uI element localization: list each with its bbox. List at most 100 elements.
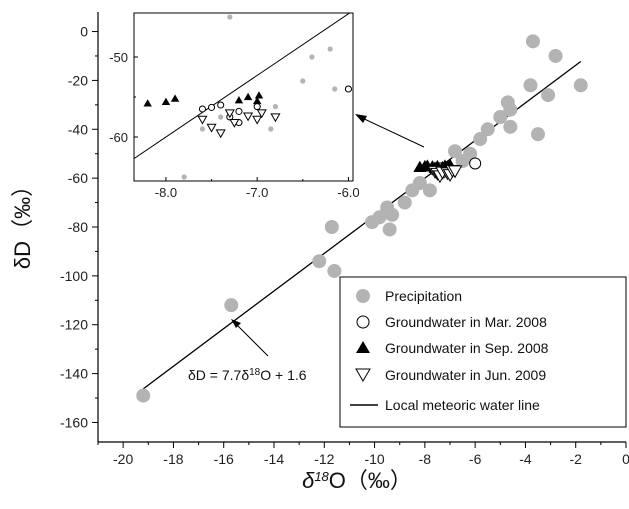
inset-data-point	[198, 105, 206, 113]
inset-data-point	[208, 103, 216, 111]
x-axis-label-delta: δ	[302, 468, 315, 493]
x-tick-label: -2	[569, 451, 582, 467]
inset-series-0	[181, 14, 338, 180]
x-tick-label: -16	[214, 451, 234, 467]
inset-data-point	[199, 126, 206, 132]
data-point	[324, 220, 339, 234]
x-tick-label: 0	[622, 451, 629, 467]
data-point	[448, 144, 463, 159]
data-point	[224, 298, 239, 313]
y-tick-label: -160	[60, 414, 88, 430]
x-tick-label: -18	[163, 451, 183, 467]
x-tick-label: -6	[469, 451, 482, 467]
inset-data-point	[327, 46, 333, 52]
y-tick-label: -120	[60, 317, 88, 333]
x-tick-label: -14	[264, 451, 284, 467]
y-tick-label: -40	[68, 121, 88, 137]
legend-label-precipitation: Precipitation	[385, 288, 462, 304]
data-point	[503, 119, 518, 134]
legend-marker-precipitation	[356, 289, 370, 303]
x-tick-label: -8	[419, 451, 432, 467]
legend-marker-mar2008	[356, 315, 370, 329]
inset-data-point	[215, 129, 226, 139]
data-point	[473, 132, 488, 147]
lmwl-equation-prefix: δD = 7.7δ	[188, 367, 249, 383]
legend-marker-sep2008	[356, 341, 370, 353]
data-point	[480, 122, 495, 137]
inset-series-2	[143, 91, 264, 107]
inset-data-point	[161, 97, 171, 105]
inset-data-point	[224, 109, 235, 119]
lmwl-equation: δD = 7.7δ18O + 1.6	[188, 367, 307, 384]
inset-data-point	[170, 94, 180, 102]
inset-data-point	[234, 96, 244, 104]
legend-label-lmwl: Local meteoric water line	[385, 397, 540, 413]
legend-marker-jun2009	[355, 368, 371, 382]
series-0	[136, 34, 588, 403]
data-point	[463, 146, 478, 161]
data-point	[523, 78, 538, 93]
inset-data-point	[252, 96, 262, 105]
data-point	[469, 157, 482, 170]
data-point	[397, 195, 412, 210]
inset-lmwl-line	[134, 13, 351, 159]
inset-data-point	[197, 115, 208, 125]
inset-y-tick-label: -50	[109, 50, 128, 65]
inset-contents	[134, 13, 352, 180]
x-tick-label: -12	[314, 451, 334, 467]
inset-data-point	[206, 123, 217, 133]
inset-data-point	[235, 107, 243, 115]
data-point	[525, 34, 540, 49]
legend-label-mar2008: Groundwater in Mar. 2008	[385, 314, 547, 330]
y-tick-label: -100	[60, 268, 88, 284]
legend: Precipitation Groundwater in Mar. 2008 G…	[339, 276, 627, 428]
inset-data-point	[268, 126, 274, 132]
data-point	[372, 210, 387, 225]
inset-data-point	[227, 14, 233, 20]
x-tick-label: -10	[364, 451, 384, 467]
y-tick-label: -60	[68, 170, 88, 186]
inset-data-point	[252, 115, 263, 125]
data-point	[493, 110, 508, 125]
inset-data-point	[254, 91, 264, 99]
data-point	[548, 48, 563, 63]
inset-data-point	[270, 113, 281, 123]
data-point	[531, 127, 545, 142]
y-tick-label: 0	[80, 24, 88, 40]
data-point	[503, 102, 518, 117]
x-tick-label: -20	[113, 451, 133, 467]
inset-data-point	[272, 104, 279, 110]
y-tick-label: -80	[68, 219, 88, 235]
inset-data-point	[253, 103, 261, 111]
data-point	[136, 388, 151, 403]
inset-data-point	[229, 118, 240, 128]
data-point	[312, 254, 327, 269]
y-axis-label: δD（‰）	[10, 175, 35, 269]
inset-plot-area: -8.0 -7.0 -6.0 -50 -60	[109, 12, 360, 200]
inset-data-point	[243, 112, 254, 122]
inset-data-point	[218, 114, 224, 120]
annotation-arrowhead	[231, 319, 241, 328]
inset-x-tick-label: -6.0	[337, 185, 359, 200]
x-axis-label-sup: 18	[314, 469, 329, 484]
data-point	[385, 207, 400, 222]
lmwl-annotation: δD = 7.7δ18O + 1.6	[188, 319, 307, 383]
lmwl-equation-sup: 18	[249, 367, 261, 378]
data-point	[422, 183, 437, 198]
y-tick-label: -20	[68, 72, 88, 88]
x-axis-label-base: O（‰）	[329, 468, 412, 493]
inset-series-3	[197, 109, 281, 139]
legend-box	[339, 276, 627, 428]
inset-data-point	[344, 85, 352, 93]
inset-data-point	[300, 78, 306, 84]
inset-data-point	[181, 174, 187, 180]
legend-label-sep2008: Groundwater in Sep. 2008	[385, 340, 549, 356]
inset-data-point	[243, 92, 253, 101]
legend-label-jun2009: Groundwater in Jun. 2009	[385, 367, 546, 383]
data-point	[412, 176, 427, 191]
x-axis-label: δ18O（‰）	[302, 468, 412, 493]
main-plot-area: -20 -18 -16 -14 -12 -10 -8 -6 -4 -2 00-20-40-60-80…	[60, 12, 629, 467]
lmwl-equation-suffix: O + 1.6	[260, 367, 307, 383]
annotation-arrow	[232, 320, 269, 357]
